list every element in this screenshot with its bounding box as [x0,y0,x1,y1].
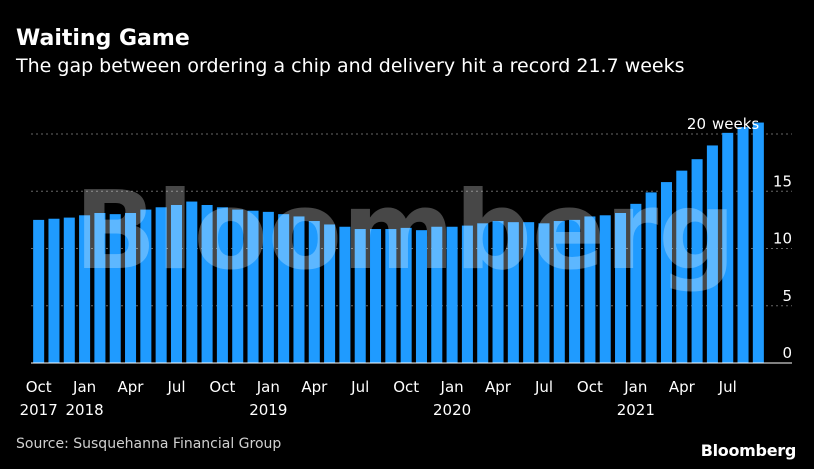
bar-2019-04 [308,221,320,363]
y-unit-label: weeks [712,115,759,133]
x-year-label-2021: 2021 [617,401,655,419]
y-tick-label-0: 0 [782,344,792,362]
bar-2020-06 [523,222,535,363]
x-tick-label-jan-3: Jan [72,378,96,396]
bar-2019-12 [431,226,443,363]
x-tick-label-jan-15: Jan [256,378,280,396]
x-tick-label-oct-0: Oct [26,378,52,396]
bar-2019-02 [278,214,290,363]
bar-2021-02 [645,192,657,363]
bar-2020-09 [569,219,581,364]
x-tick-label-jan-27: Jan [440,378,464,396]
bar-2018-12 [247,210,259,363]
bar-2018-03 [109,214,121,363]
bar-2020-12 [615,213,627,363]
x-tick-label-jul-45: Jul [718,378,737,396]
bar-2018-11 [232,209,244,363]
x-tick-label-jul-33: Jul [534,378,553,396]
bar-2018-06 [155,207,167,363]
bar-2021-08 [737,127,749,363]
x-tick-label-oct-12: Oct [209,378,235,396]
bar-2019-11 [415,230,427,363]
y-axis-labels: 0 5 10 15 20 weeks [687,115,792,362]
bar-2017-12 [63,217,75,363]
chart-title: Waiting Game [16,26,190,51]
x-year-label-2019: 2019 [249,401,287,419]
x-tick-label-oct-24: Oct [393,378,419,396]
watermark-text: Bloomberg [74,169,735,294]
bar-2020-04 [492,221,504,363]
bar-2018-04 [125,213,137,363]
bar-2019-01 [262,211,274,363]
x-year-label-2017: 2017 [20,401,58,419]
bar-2021-05 [691,159,703,363]
bars [33,122,764,364]
x-tick-label-jan-39: Jan [623,378,647,396]
bar-2019-05 [324,224,336,363]
x-tick-label-jul-21: Jul [350,378,369,396]
bar-2021-07 [722,132,734,363]
bar-2020-10 [584,216,596,363]
bar-2019-08 [370,229,382,363]
bar-2019-07 [354,229,366,363]
bar-2020-03 [477,223,489,363]
bar-2018-07 [170,204,182,363]
bar-2018-05 [140,209,152,363]
x-tick-label-apr-30: Apr [485,378,512,396]
bar-2020-08 [553,221,565,363]
y-tick-label-10: 10 [773,230,792,248]
bar-2021-04 [676,170,688,363]
bar-2019-03 [293,216,305,363]
x-year-label-2020: 2020 [433,401,471,419]
source-note: Source: Susquehanna Financial Group [16,436,282,452]
x-tick-label-apr-42: Apr [669,378,696,396]
bar-2020-11 [599,215,611,363]
bar-2019-09 [385,229,397,363]
bar-2018-01 [79,215,91,363]
bar-2020-07 [538,223,550,363]
y-tick-label-20: 20 [687,115,706,133]
bar-2017-11 [48,218,60,363]
bar-2020-02 [461,225,473,363]
bar-2017-10 [33,219,45,364]
x-axis-labels: Oct 2017 Jan 2018 Apr Jul Oct Jan 2019 Apr Jul Oct J… [20,378,737,419]
bar-2020-01 [446,226,458,363]
bar-2018-02 [94,213,106,363]
x-tick-label-oct-36: Oct [577,378,603,396]
x-tick-label-apr-6: Apr [118,378,145,396]
bar-2021-01 [630,203,642,363]
x-tick-label-apr-18: Apr [301,378,328,396]
bar-2018-09 [201,204,213,363]
x-tick-label-jul-9: Jul [166,378,185,396]
bar-2019-06 [339,226,351,363]
bar-2021-09 [752,122,764,363]
chart-subtitle: The gap between ordering a chip and deli… [16,55,685,77]
bar-2018-10 [216,207,228,363]
x-year-label-2018: 2018 [66,401,104,419]
y-tick-label-15: 15 [773,172,792,190]
bar-2019-10 [400,227,412,363]
bar-2021-03 [660,182,672,363]
y-tick-label-5: 5 [782,287,792,305]
bar-2018-08 [186,201,198,363]
bloomberg-logo: Bloomberg [700,441,797,460]
bar-2020-05 [507,222,519,363]
bar-2021-06 [706,145,718,363]
